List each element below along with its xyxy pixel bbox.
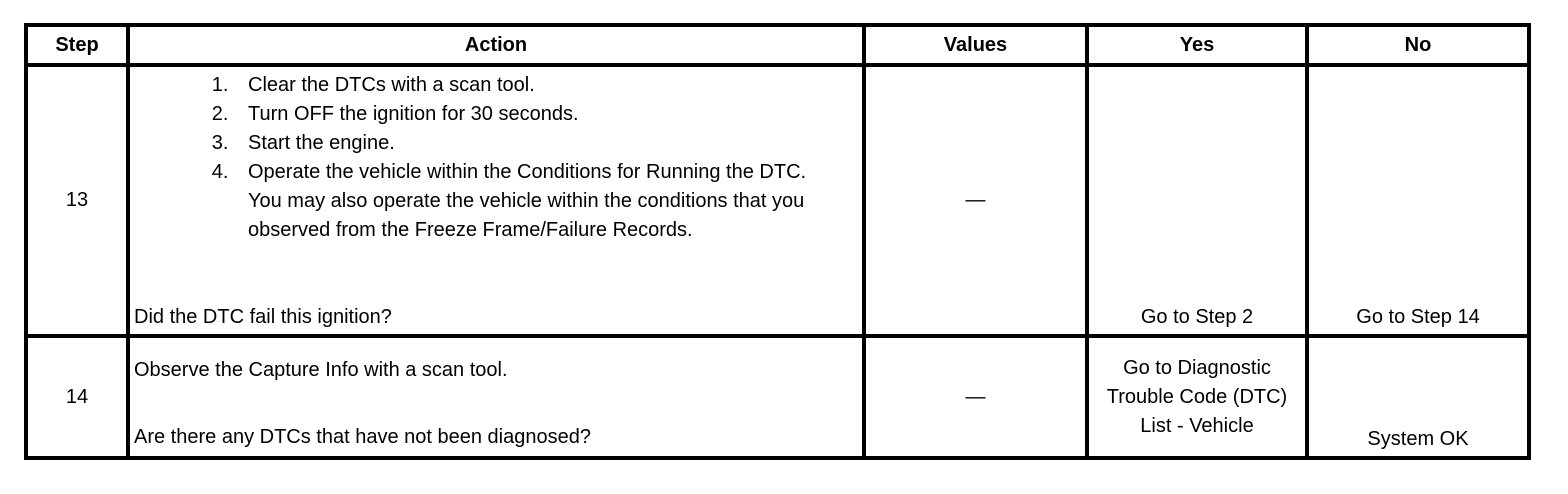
header-row: Step Action Values Yes No [24,23,1531,67]
yes-cell: Go to Diagnostic Trouble Code (DTC) List… [1085,334,1309,460]
action-step: Operate the vehicle within the Condition… [234,158,838,245]
table-row: 13 Clear the DTCs with a scan tool. Turn… [24,63,1531,338]
no-cell: Go to Step 14 [1305,63,1531,338]
action-step: Start the engine. [234,129,858,158]
action-step: Turn OFF the ignition for 30 seconds. [234,100,858,129]
step-number: 13 [24,63,130,338]
no-cell: System OK [1305,334,1531,460]
action-cell: Clear the DTCs with a scan tool. Turn OF… [126,63,866,338]
action-question: Are there any DTCs that have not been di… [134,426,591,448]
values-cell: — [862,63,1089,338]
header-action: Action [126,23,866,67]
header-yes: Yes [1085,23,1309,67]
action-question: Did the DTC fail this ignition? [134,306,392,328]
action-text: Observe the Capture Info with a scan too… [134,359,508,381]
header-no: No [1305,23,1531,67]
values-cell: — [862,334,1089,460]
diagnostic-table: Step Action Values Yes No 13 Clear the D… [24,23,1531,460]
header-step: Step [24,23,130,67]
action-cell: Observe the Capture Info with a scan too… [126,334,866,460]
header-values: Values [862,23,1089,67]
yes-cell: Go to Step 2 [1085,63,1309,338]
action-steps-list: Clear the DTCs with a scan tool. Turn OF… [134,71,858,245]
table-row: 14 Observe the Capture Info with a scan … [24,334,1531,460]
action-step: Clear the DTCs with a scan tool. [234,71,858,100]
step-number: 14 [24,334,130,460]
